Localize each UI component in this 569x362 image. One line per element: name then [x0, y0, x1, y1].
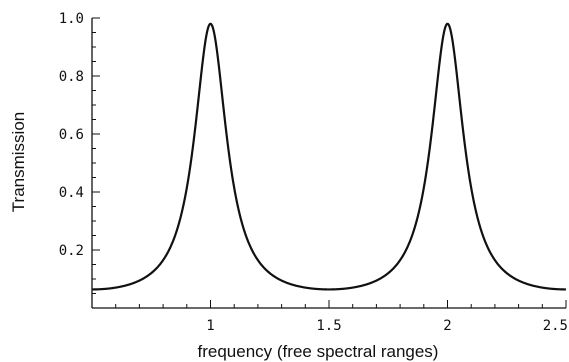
y-tick-label: 0.8 [59, 69, 84, 85]
x-ticks: 1 1.5 2 2.5 [206, 300, 568, 334]
x-axis-title: frequency (free spectral ranges) [198, 342, 439, 361]
x-tick-label: 2 [443, 318, 451, 334]
y-tick-label: 1.0 [59, 11, 84, 27]
x-tick-label: 2.5 [543, 318, 568, 334]
y-tick-label: 0.6 [59, 127, 84, 143]
x-minor-ticks [115, 304, 543, 308]
y-ticks: 0.2 0.4 0.6 0.8 1.0 [59, 11, 100, 259]
transmission-series-line [91, 22, 567, 291]
x-tick-label: 1.5 [316, 318, 341, 334]
y-axis-title: Transmission [9, 112, 28, 212]
y-tick-label: 0.4 [59, 185, 84, 201]
x-tick-label: 1 [206, 318, 214, 334]
y-minor-ticks [92, 32, 96, 294]
y-tick-label: 0.2 [59, 243, 84, 259]
